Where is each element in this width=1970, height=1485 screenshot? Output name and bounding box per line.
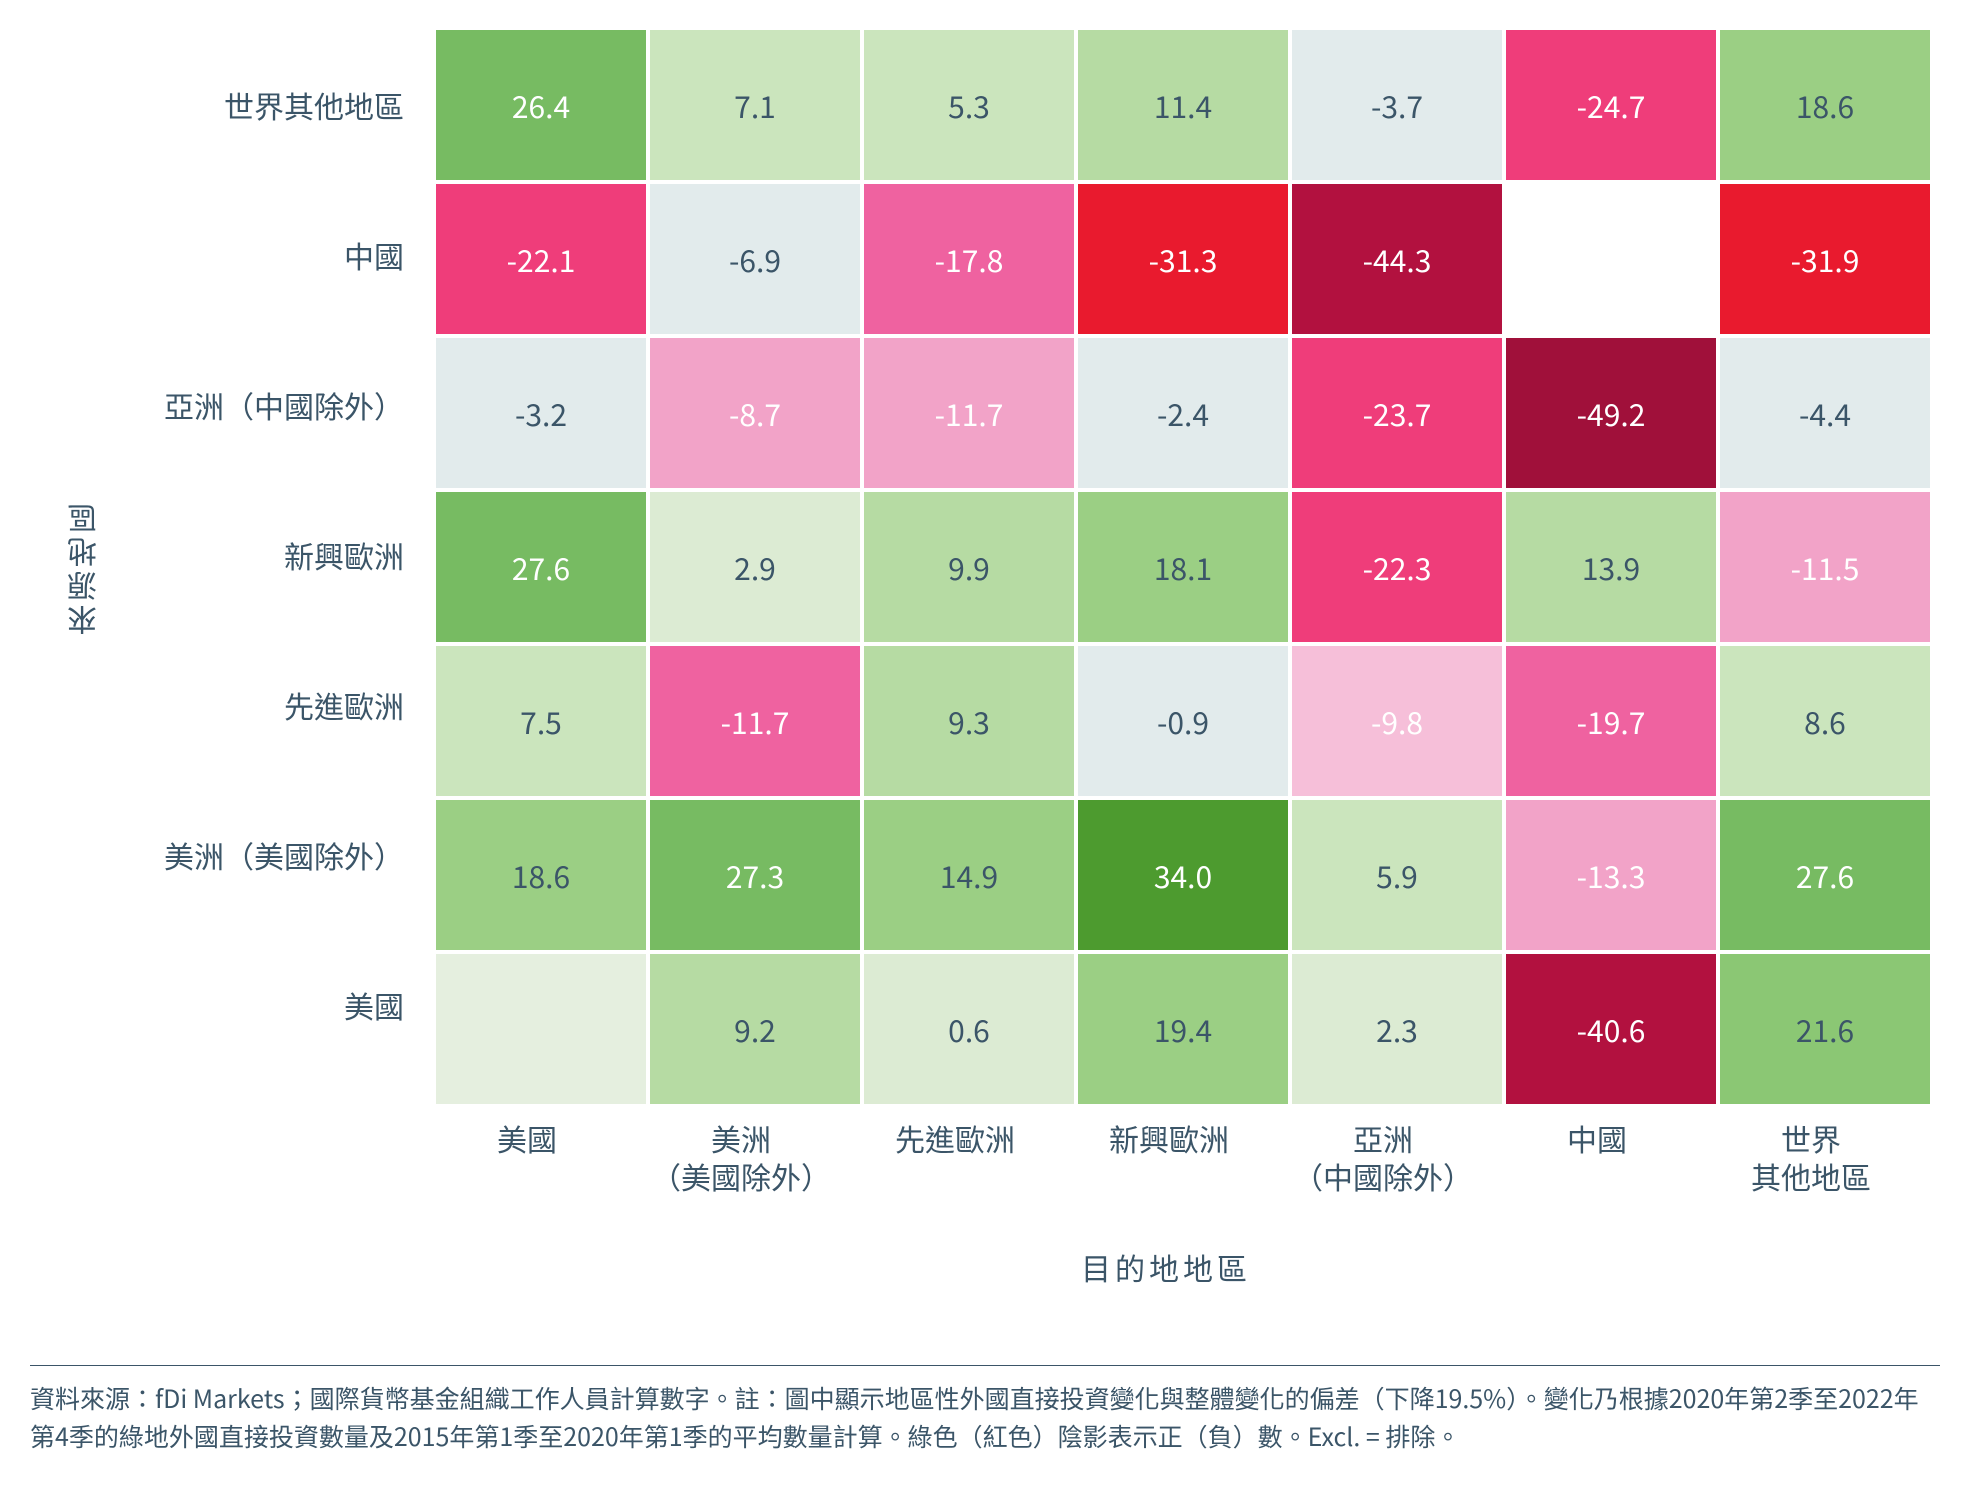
heatmap-cell: -8.7	[650, 338, 860, 488]
y-label: 亞洲（中國除外）	[124, 330, 424, 480]
heatmap-cell: -17.8	[864, 184, 1074, 334]
heatmap-cell: 7.1	[650, 30, 860, 180]
y-label: 世界其他地區	[124, 30, 424, 180]
heatmap-cell: 9.3	[864, 646, 1074, 796]
heatmap-body: 來源地區 世界其他地區中國亞洲（中國除外）新興歐洲先進歐洲美洲（美國除外）美國 …	[60, 30, 1910, 1104]
heatmap-cell: -11.7	[650, 646, 860, 796]
heatmap-cell: -0.9	[1078, 646, 1288, 796]
x-label: 先進歐洲	[850, 1120, 1060, 1195]
heatmap-cell: -3.2	[436, 338, 646, 488]
y-label: 先進歐洲	[124, 630, 424, 780]
heatmap-cell	[436, 954, 646, 1104]
y-axis-title: 來源地區	[60, 499, 104, 635]
y-label: 中國	[124, 180, 424, 330]
heatmap-cell: 18.6	[1720, 30, 1930, 180]
x-axis-title: 目的地地區	[422, 1245, 1910, 1289]
heatmap-cell: 2.3	[1292, 954, 1502, 1104]
heatmap-chart: 來源地區 世界其他地區中國亞洲（中國除外）新興歐洲先進歐洲美洲（美國除外）美國 …	[60, 30, 1910, 1289]
heatmap-cell: -2.4	[1078, 338, 1288, 488]
heatmap-cell: -3.7	[1292, 30, 1502, 180]
heatmap-cell: 18.1	[1078, 492, 1288, 642]
heatmap-cell: -22.3	[1292, 492, 1502, 642]
y-axis-labels: 世界其他地區中國亞洲（中國除外）新興歐洲先進歐洲美洲（美國除外）美國	[124, 30, 424, 1080]
x-label: 美國	[422, 1120, 632, 1195]
heatmap-cell: -24.7	[1506, 30, 1716, 180]
x-label: 新興歐洲	[1064, 1120, 1274, 1195]
heatmap-cell: -19.7	[1506, 646, 1716, 796]
x-label: 亞洲 （中國除外）	[1278, 1120, 1488, 1195]
heatmap-cell	[1506, 184, 1716, 334]
heatmap-cell: 2.9	[650, 492, 860, 642]
heatmap-cell: 27.3	[650, 800, 860, 950]
y-label: 美國	[124, 930, 424, 1080]
heatmap-cell: 9.9	[864, 492, 1074, 642]
heatmap-cell: 0.6	[864, 954, 1074, 1104]
heatmap-cell: -49.2	[1506, 338, 1716, 488]
x-label: 中國	[1492, 1120, 1702, 1195]
heatmap-cell: -6.9	[650, 184, 860, 334]
heatmap-cell: -9.8	[1292, 646, 1502, 796]
heatmap-cell: -11.7	[864, 338, 1074, 488]
heatmap-cell: 21.6	[1720, 954, 1930, 1104]
heatmap-cell: -4.4	[1720, 338, 1930, 488]
heatmap-cell: 34.0	[1078, 800, 1288, 950]
footer-note: 資料來源：fDi Markets；國際貨幣基金組織工作人員計算數字。註：圖中顯示…	[30, 1365, 1940, 1455]
heatmap-cell: -11.5	[1720, 492, 1930, 642]
x-axis-labels: 美國美洲 （美國除外）先進歐洲新興歐洲亞洲 （中國除外）中國世界 其他地區	[422, 1120, 1910, 1195]
heatmap-cell: -13.3	[1506, 800, 1716, 950]
heatmap-cell: -40.6	[1506, 954, 1716, 1104]
heatmap-cell: 13.9	[1506, 492, 1716, 642]
heatmap-cell: 27.6	[1720, 800, 1930, 950]
heatmap-cell: 9.2	[650, 954, 860, 1104]
heatmap-cell: 26.4	[436, 30, 646, 180]
heatmap-cell: -31.9	[1720, 184, 1930, 334]
x-label: 美洲 （美國除外）	[636, 1120, 846, 1195]
heatmap-cell: 19.4	[1078, 954, 1288, 1104]
y-label: 美洲（美國除外）	[124, 780, 424, 930]
heatmap-cell: -23.7	[1292, 338, 1502, 488]
heatmap-cell: 18.6	[436, 800, 646, 950]
heatmap-cell: 8.6	[1720, 646, 1930, 796]
heatmap-cell: 27.6	[436, 492, 646, 642]
heatmap-cell: 14.9	[864, 800, 1074, 950]
x-label: 世界 其他地區	[1706, 1120, 1916, 1195]
heatmap-cell: -31.3	[1078, 184, 1288, 334]
heatmap-cell: 5.3	[864, 30, 1074, 180]
heatmap-cell: -22.1	[436, 184, 646, 334]
heatmap-cell: -44.3	[1292, 184, 1502, 334]
heatmap-cell: 5.9	[1292, 800, 1502, 950]
heatmap-grid: 26.47.15.311.4-3.7-24.718.6-22.1-6.9-17.…	[436, 30, 1930, 1104]
y-label: 新興歐洲	[124, 480, 424, 630]
heatmap-cell: 7.5	[436, 646, 646, 796]
heatmap-cell: 11.4	[1078, 30, 1288, 180]
